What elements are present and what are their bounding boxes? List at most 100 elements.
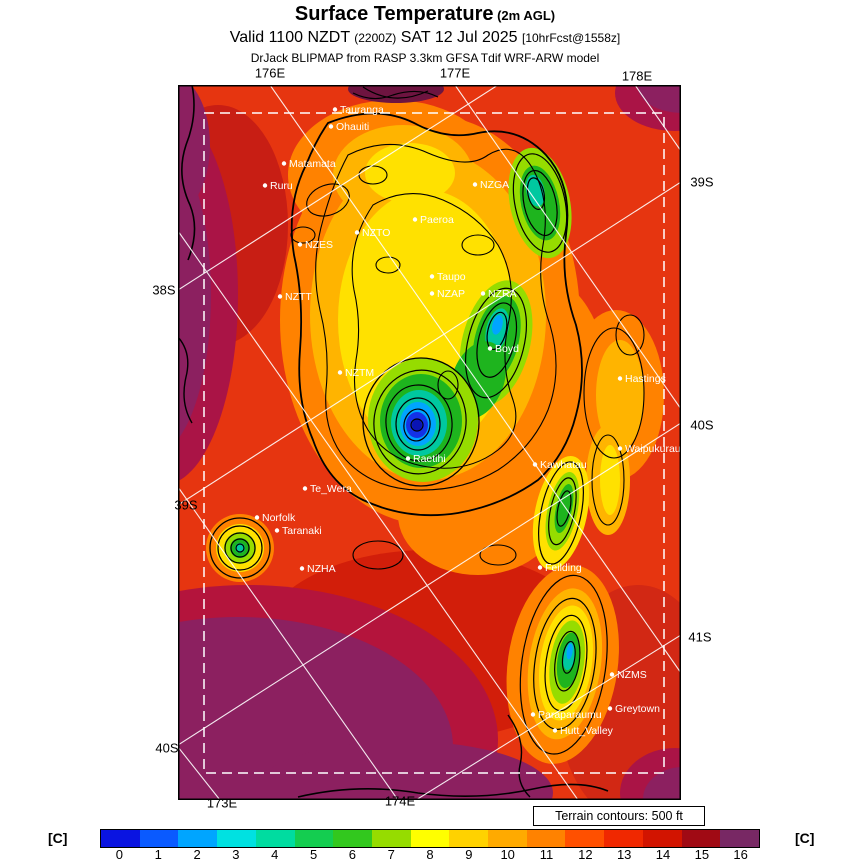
station-label: Boyd	[495, 343, 519, 355]
valid-time: Valid 1100 NZDT	[229, 29, 355, 46]
station-label: Taranaki	[282, 525, 322, 537]
station-label: Raetihi	[413, 453, 446, 465]
station-label: Matamata	[289, 158, 336, 170]
station-label: NZHA	[307, 563, 336, 575]
colorbar-tick: 14	[655, 847, 671, 860]
station-label: NZAP	[437, 288, 465, 300]
station-label: NZMS	[617, 669, 647, 681]
station-dot	[607, 706, 613, 711]
station-dot	[302, 486, 308, 491]
colorbar-tick: 13	[616, 847, 632, 860]
station-dot	[405, 456, 411, 461]
colorbar-segment	[139, 830, 179, 847]
terrain-note-text: Terrain contours: 500 ft	[555, 809, 683, 823]
colorbar-tick: 11	[539, 847, 554, 860]
station-dot	[532, 462, 538, 467]
station-dot	[609, 672, 615, 677]
station-dot	[472, 182, 478, 187]
title-main: Surface Temperature	[294, 3, 494, 25]
terrain-contours	[178, 85, 645, 798]
colorbar-segment	[565, 830, 605, 847]
lat-label-left: 38S	[152, 282, 176, 298]
colorbar-segment	[488, 830, 527, 847]
stations-layer: Tauranga Ohauiti Matamata Ruru NZGA Paeroa NZT…	[254, 104, 681, 737]
station-dot	[337, 370, 343, 375]
lon-label-top: 178E	[621, 68, 653, 84]
station-dot	[537, 565, 543, 570]
lat-label-left: 39S	[174, 497, 198, 513]
station-label: NZTM	[345, 367, 374, 379]
station-label: Paraparaumu	[538, 709, 602, 721]
station-label: Paeroa	[420, 214, 454, 226]
lat-label-right: 41S	[688, 629, 712, 645]
station-label: Greytown	[615, 703, 660, 715]
station-dot	[262, 183, 268, 188]
station-dot	[412, 217, 418, 222]
colorbar-tick: 5	[309, 847, 318, 860]
station-dot	[277, 294, 283, 299]
station-dot	[281, 161, 287, 166]
station-label: Hastings	[625, 373, 666, 385]
domain-boundary	[203, 112, 665, 774]
station-label: Hutt_Valley	[560, 725, 614, 737]
station-label: NZTO	[362, 227, 390, 239]
colorbar-tick: 1	[154, 847, 162, 860]
scale-unit-left: [C]	[48, 830, 68, 846]
colorbar-ticks: 0 1 2 3 4 5 6 7 8 9 10 11 12 13 14 15 16	[100, 847, 760, 860]
station-label: Norfolk	[262, 512, 296, 524]
colorbar-tick: 2	[193, 847, 201, 860]
temperature-colorbar	[100, 829, 760, 848]
colorbar-segment	[255, 830, 295, 847]
station-dot	[429, 274, 435, 279]
station-label: Tauranga	[340, 104, 384, 116]
colorbar-tick: 3	[232, 847, 240, 860]
station-label: NZGA	[480, 179, 509, 191]
scale-unit-right: [C]	[795, 830, 815, 846]
temperature-field	[178, 85, 681, 800]
valid-time-utc: (2200Z)	[354, 31, 397, 45]
station-label: Te_Wera	[310, 483, 352, 495]
station-label: Waipukurau	[625, 443, 681, 455]
colorbar-segment	[526, 830, 566, 847]
terrain-note-box: Terrain contours: 500 ft	[533, 806, 705, 826]
station-dot	[552, 728, 558, 733]
station-dot	[299, 566, 305, 571]
station-label: Feilding	[545, 562, 582, 574]
colorbar-segment	[333, 830, 372, 847]
colorbar-segment	[410, 830, 450, 847]
colorbar-tick: 8	[426, 847, 434, 860]
colorbar-segment	[217, 830, 256, 847]
lon-label-bottom: 174E	[384, 793, 416, 809]
station-label: Kawhatau	[540, 459, 587, 471]
station-dot	[274, 528, 280, 533]
station-dot	[487, 346, 493, 351]
station-label: Taupo	[437, 271, 466, 283]
colorbar-segment	[294, 830, 334, 847]
map-border	[178, 85, 681, 800]
lon-label-bottom: 173E	[206, 795, 238, 811]
colorbar-segment	[449, 830, 489, 847]
station-dot	[354, 230, 360, 235]
forecast-run-info: [10hrFcst@1558z]	[522, 31, 621, 45]
colorbar-segment	[178, 830, 218, 847]
station-dot	[429, 291, 435, 296]
title-suffix: (2m AGL)	[493, 8, 556, 23]
colorbar-tick: 10	[500, 847, 515, 860]
graticule	[178, 85, 681, 800]
lon-label-top: 177E	[439, 65, 471, 81]
colorbar-segment	[604, 830, 643, 847]
lat-label-left: 40S	[155, 740, 179, 756]
station-label: Ohauiti	[336, 121, 369, 133]
colorbar-segment	[371, 830, 411, 847]
colorbar-tick: 7	[387, 847, 395, 860]
colorbar-segment	[681, 830, 721, 847]
lon-label-top: 176E	[254, 65, 286, 81]
station-dot	[297, 242, 303, 247]
lat-label-right: 39S	[690, 174, 714, 190]
colorbar-tick: 9	[465, 847, 473, 860]
temperature-map-svg: Tauranga Ohauiti Matamata Ruru NZGA Paeroa NZT…	[178, 85, 681, 800]
station-dot	[332, 107, 338, 112]
station-dot	[480, 291, 486, 296]
colorbar-tick: 15	[694, 847, 710, 860]
